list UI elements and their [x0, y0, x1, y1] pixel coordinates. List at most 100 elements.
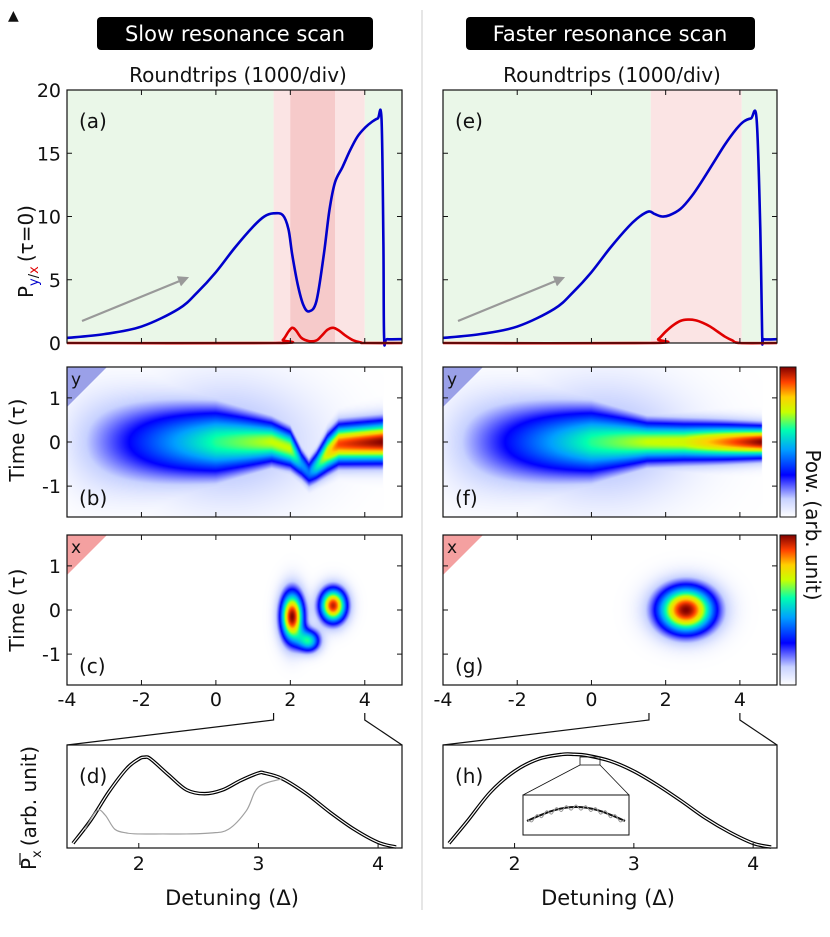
- ytick-label: -1: [42, 644, 61, 666]
- xtick-label: -2: [508, 689, 527, 711]
- xtick-label: 4: [747, 853, 759, 875]
- xtick-label: 2: [509, 853, 521, 875]
- ytick-label: 0: [49, 432, 61, 454]
- xtick-label: 4: [372, 853, 384, 875]
- series-line-y: [66, 108, 403, 347]
- plot-frame: [442, 744, 778, 849]
- panel-b: y -1 0 1 (b): [42, 366, 403, 518]
- trend-arrow: [457, 276, 566, 323]
- right-header: Faster resonance scan: [466, 17, 755, 50]
- svg-text:Px(arb. unit): Px (arb. unit): [17, 746, 45, 870]
- panel-label: (b): [79, 486, 107, 510]
- xtick-label: 0: [210, 689, 222, 711]
- inset-curve: [526, 805, 626, 822]
- panel-label: (a): [79, 109, 107, 133]
- ylabel-a-sub-x: x: [27, 266, 42, 274]
- heatmap-image: [67, 367, 402, 517]
- xtick-label: 4: [359, 689, 371, 711]
- xlabel-h: Detuning (Δ): [541, 886, 675, 910]
- colorbar: Pow. (arb. unit): [779, 366, 825, 686]
- heatmap-image: [443, 535, 777, 685]
- top-axis-label-left: Roundtrips (1000/div): [129, 63, 347, 87]
- ytick-label: 0: [49, 333, 61, 355]
- zoom-line-left: [442, 713, 650, 746]
- panel-e: (e): [442, 89, 778, 346]
- panel-label: (f): [455, 486, 478, 510]
- colorbar-top: [779, 366, 797, 518]
- ylabel-d-sub: x: [30, 850, 45, 858]
- component-corner-triangle: [443, 535, 483, 575]
- zoom-line-right: [364, 713, 403, 746]
- heatmap-image: [67, 535, 402, 685]
- panel-h: 2 3 4 (h): [442, 744, 778, 875]
- ylabel-a-sub-slash: /: [27, 273, 42, 278]
- xtick-label: 3: [252, 853, 264, 875]
- xtick-label: 3: [628, 853, 640, 875]
- ylabel-c: Time (τ): [5, 569, 29, 653]
- inset-noise-curve: [526, 804, 626, 823]
- panel-g: x -4 -2 0 2 4 (g): [434, 534, 778, 711]
- left-header: Slow resonance scan: [97, 17, 373, 50]
- left-header-text: Slow resonance scan: [125, 22, 345, 46]
- ylabel-d-suffix: (arb. unit): [17, 746, 41, 846]
- xtick-label: -4: [434, 689, 453, 711]
- ylabel-d-prefix: P: [17, 858, 41, 870]
- heatmap-image: [443, 367, 777, 517]
- ylabel-a: Py/x (τ=0): [14, 205, 42, 298]
- ytick-label: 15: [37, 143, 61, 165]
- series-line-inner-simulation: [72, 756, 397, 848]
- ytick-label: 0: [49, 600, 61, 622]
- zoom-line-left: [66, 713, 275, 746]
- xlabel-d: Detuning (Δ): [165, 886, 299, 910]
- background-region-green: [443, 90, 651, 343]
- series-line-simulation: [71, 755, 397, 849]
- panel-c: x -1 0 1 -4 -2 0 2 4 (c): [42, 534, 403, 711]
- panel-label: (d): [79, 764, 107, 788]
- panel-label: (c): [79, 654, 106, 678]
- top-axis-label-right: Roundtrips (1000/div): [503, 63, 721, 87]
- inset-source-box: [579, 756, 601, 766]
- colorbar-bottom: [779, 534, 797, 686]
- ytick-label: 1: [49, 556, 61, 578]
- xtick-label: -4: [58, 689, 77, 711]
- ytick-label: 20: [37, 80, 61, 102]
- component-corner-label: x: [447, 538, 457, 558]
- xtick-label: 0: [585, 689, 597, 711]
- ytick-label: 1: [49, 388, 61, 410]
- zoom-line-right: [739, 713, 778, 746]
- series-line-detail: [84, 778, 283, 835]
- panel-d: 2 3 4 (d): [66, 744, 403, 875]
- ylabel-a-sub-y: y: [27, 278, 42, 286]
- xtick-label: 2: [284, 689, 296, 711]
- component-corner-triangle: [67, 367, 107, 407]
- inset-connector: [522, 764, 581, 796]
- ylabel-a-prefix: P: [14, 286, 38, 298]
- right-header-text: Faster resonance scan: [493, 22, 728, 46]
- panel-a: 0 5 10 15 20 (a): [37, 80, 403, 355]
- series-line-x: [66, 326, 403, 345]
- ytick-label: -1: [42, 476, 61, 498]
- colorbar-label: Pow. (arb. unit): [801, 449, 825, 600]
- plot-frame: [66, 744, 403, 849]
- ylabel-d: Px (arb. unit): [17, 746, 45, 870]
- series-line-x: [442, 318, 778, 345]
- component-corner-triangle: [443, 367, 483, 407]
- component-corner-label: y: [71, 370, 81, 390]
- panel-label: (h): [455, 764, 483, 788]
- component-corner-label: x: [71, 538, 81, 558]
- panel-f: y (f): [442, 366, 778, 518]
- corner-marker: ▲: [8, 8, 19, 24]
- panel-label: (g): [455, 654, 483, 678]
- xtick-label: 2: [660, 689, 672, 711]
- background-region-green: [67, 90, 274, 343]
- xtick-label: 4: [734, 689, 746, 711]
- trend-arrow: [81, 276, 190, 323]
- xtick-label: 2: [133, 853, 145, 875]
- ylabel-b: Time (τ): [5, 399, 29, 483]
- ylabel-a-suffix: (τ=0): [14, 205, 38, 262]
- series-line-inner-simulation: [448, 753, 772, 848]
- component-corner-label: y: [447, 370, 457, 390]
- zoom-connector-lines: [66, 713, 778, 746]
- xtick-label: -2: [132, 689, 151, 711]
